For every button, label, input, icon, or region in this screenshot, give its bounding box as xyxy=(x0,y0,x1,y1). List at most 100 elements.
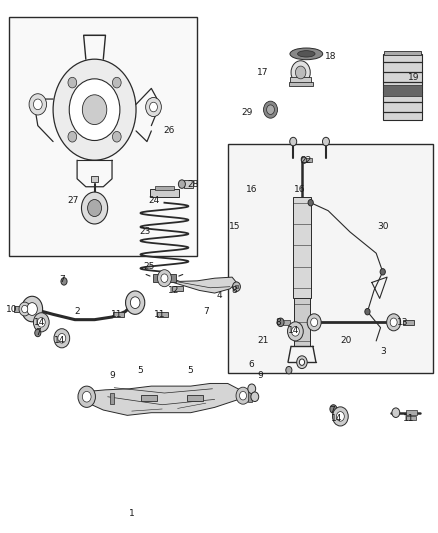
Circle shape xyxy=(290,138,297,146)
Text: 11: 11 xyxy=(403,414,415,423)
Bar xyxy=(294,298,310,346)
Text: 22: 22 xyxy=(301,156,312,165)
Circle shape xyxy=(126,291,145,314)
Bar xyxy=(406,416,416,421)
Polygon shape xyxy=(86,383,243,415)
Bar xyxy=(14,306,24,312)
Circle shape xyxy=(307,314,321,331)
Circle shape xyxy=(81,192,108,224)
Polygon shape xyxy=(164,276,237,293)
Text: 7: 7 xyxy=(35,328,41,337)
Text: 12: 12 xyxy=(167,286,179,295)
Circle shape xyxy=(113,132,121,142)
Text: 20: 20 xyxy=(340,336,351,345)
Circle shape xyxy=(387,314,401,331)
Circle shape xyxy=(88,199,102,216)
Text: 9: 9 xyxy=(258,371,263,380)
Bar xyxy=(403,320,414,325)
Circle shape xyxy=(248,384,256,393)
Circle shape xyxy=(286,367,292,374)
Circle shape xyxy=(61,278,67,285)
Text: 16: 16 xyxy=(246,185,258,194)
Text: 17: 17 xyxy=(257,68,268,77)
Text: 15: 15 xyxy=(229,222,240,231)
Text: 28: 28 xyxy=(187,180,198,189)
Bar xyxy=(150,189,179,197)
Circle shape xyxy=(37,318,45,327)
Text: 27: 27 xyxy=(67,196,78,205)
Text: 10: 10 xyxy=(6,304,18,313)
Circle shape xyxy=(33,99,42,110)
Text: 7: 7 xyxy=(203,307,209,316)
Circle shape xyxy=(277,318,284,327)
Bar xyxy=(91,175,99,182)
Text: 19: 19 xyxy=(407,73,419,82)
Text: 16: 16 xyxy=(294,185,306,194)
Bar xyxy=(10,17,197,256)
Bar xyxy=(155,185,174,190)
Circle shape xyxy=(27,303,37,316)
Circle shape xyxy=(113,77,121,88)
Circle shape xyxy=(131,297,140,309)
Circle shape xyxy=(78,386,95,407)
Circle shape xyxy=(264,101,278,118)
Text: 14: 14 xyxy=(287,326,299,335)
Text: 14: 14 xyxy=(331,414,343,423)
Circle shape xyxy=(68,132,77,142)
Circle shape xyxy=(150,102,157,112)
Circle shape xyxy=(69,79,120,141)
Circle shape xyxy=(68,77,77,88)
Circle shape xyxy=(53,59,136,160)
Circle shape xyxy=(267,105,275,115)
Text: 7: 7 xyxy=(59,275,65,284)
Bar xyxy=(383,85,422,96)
Text: 26: 26 xyxy=(163,126,174,135)
Bar xyxy=(304,158,312,163)
Text: 30: 30 xyxy=(377,222,389,231)
Bar xyxy=(113,312,124,317)
Circle shape xyxy=(365,309,370,315)
Text: 5: 5 xyxy=(138,366,143,375)
Text: 13: 13 xyxy=(397,318,408,327)
Bar xyxy=(283,320,290,325)
Text: 25: 25 xyxy=(144,262,155,271)
Text: 14: 14 xyxy=(54,336,65,345)
Text: 23: 23 xyxy=(139,228,151,237)
Bar xyxy=(384,51,421,55)
Bar xyxy=(290,77,311,84)
Bar xyxy=(383,54,422,120)
Circle shape xyxy=(19,302,30,316)
Circle shape xyxy=(178,180,185,188)
Text: 8: 8 xyxy=(275,318,281,327)
Circle shape xyxy=(146,98,161,117)
Circle shape xyxy=(332,407,348,426)
Bar xyxy=(187,395,203,401)
Text: 3: 3 xyxy=(380,347,385,356)
Text: 14: 14 xyxy=(34,318,46,327)
Ellipse shape xyxy=(297,51,315,57)
Circle shape xyxy=(21,305,28,313)
Circle shape xyxy=(251,392,259,401)
Bar xyxy=(228,144,433,373)
Circle shape xyxy=(236,387,250,404)
Bar xyxy=(289,82,313,86)
Circle shape xyxy=(35,329,41,337)
Circle shape xyxy=(380,269,385,275)
Circle shape xyxy=(392,408,400,417)
Circle shape xyxy=(336,411,344,421)
Bar xyxy=(110,393,114,403)
Circle shape xyxy=(291,327,299,336)
Circle shape xyxy=(291,61,310,84)
Circle shape xyxy=(82,391,91,402)
Text: 8: 8 xyxy=(231,286,237,295)
Circle shape xyxy=(33,313,49,332)
Text: 5: 5 xyxy=(188,366,194,375)
Ellipse shape xyxy=(290,48,323,60)
Circle shape xyxy=(157,270,171,287)
Text: 21: 21 xyxy=(257,336,268,345)
Text: 7: 7 xyxy=(330,406,336,415)
Bar xyxy=(141,395,157,401)
Bar xyxy=(247,391,251,402)
Circle shape xyxy=(233,282,240,292)
Text: 29: 29 xyxy=(242,108,253,117)
